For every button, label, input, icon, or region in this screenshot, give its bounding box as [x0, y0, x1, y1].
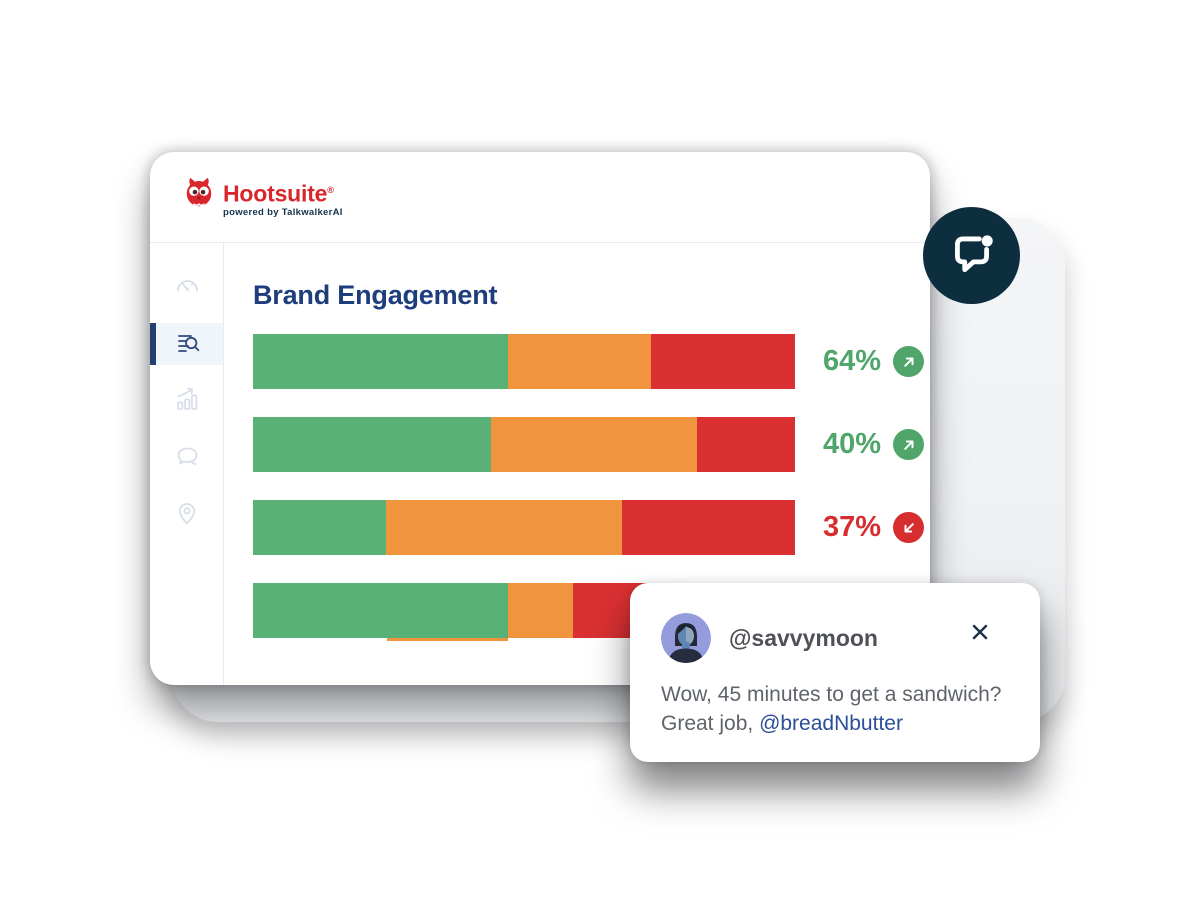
bar-row: 37% — [253, 500, 930, 555]
sidebar-item-analytics[interactable] — [150, 380, 223, 422]
bar-segment-green — [253, 417, 492, 472]
bar-segment-orange — [491, 417, 698, 472]
notification-card: @savvymoon Wow, 45 minutes to get a sand… — [630, 583, 1040, 762]
chart-growth-icon — [172, 384, 202, 419]
bar-meta: 40% — [823, 428, 925, 461]
bar-segment-green — [253, 500, 387, 555]
bar-track — [253, 417, 795, 472]
sidebar-item-locations[interactable] — [150, 494, 223, 536]
bar-segment-green — [253, 583, 508, 638]
message-line2: Great job, @breadNbutter — [661, 712, 903, 735]
trend-circle-up — [893, 429, 925, 460]
close-icon — [972, 624, 988, 640]
registered-mark: ® — [327, 185, 334, 196]
mention-link[interactable]: @breadNbutter — [759, 712, 903, 735]
bar-segment-red — [697, 417, 795, 472]
bar-value-label: 37% — [823, 511, 882, 543]
chat-fab-button[interactable] — [923, 207, 1020, 304]
bar-value-label: 40% — [823, 428, 882, 460]
close-button[interactable] — [971, 623, 989, 641]
bar-row: 64% — [253, 334, 930, 389]
bar-row: 40% — [253, 417, 930, 472]
sidebar-item-search-insights[interactable] — [150, 323, 223, 365]
bar-track — [253, 500, 795, 555]
bar-segment-red — [622, 500, 795, 555]
chart-title: Brand Engagement — [253, 280, 498, 310]
bar-meta: 64% — [823, 345, 925, 378]
trend-circle-up — [893, 346, 925, 377]
card-header: Hootsuite® powered by TalkwalkerAI — [150, 152, 930, 243]
bar-segment-orange — [507, 583, 573, 638]
trend-up-icon — [903, 440, 914, 450]
chat-notification-icon — [947, 228, 997, 283]
bar-segment-orange — [507, 334, 651, 389]
brand-name: Hootsuite® — [223, 180, 334, 207]
brand-tagline: powered by TalkwalkerAI — [223, 206, 343, 218]
chat-bubble-icon — [172, 441, 202, 476]
notification-header: @savvymoon — [630, 583, 1040, 663]
notification-username: @savvymoon — [729, 624, 878, 651]
message-line1: Wow, 45 minutes to get a sandwich? — [661, 683, 1002, 706]
bar-segment-green — [253, 334, 508, 389]
sidebar-item-conversations[interactable] — [150, 437, 223, 479]
sidebar-item-dashboard[interactable] — [150, 266, 223, 308]
notification-message: Wow, 45 minutes to get a sandwich? Great… — [630, 663, 1040, 738]
list-search-icon — [172, 327, 202, 362]
bar-substrip — [386, 638, 508, 641]
sidebar — [150, 244, 224, 685]
trend-down-icon — [904, 522, 914, 532]
owl-logo-icon — [183, 176, 215, 214]
bar-track — [253, 334, 795, 389]
gauge-icon — [172, 270, 202, 305]
trend-circle-down — [893, 512, 925, 543]
bar-segment-red — [650, 334, 795, 389]
bar-segment-orange — [386, 500, 623, 555]
bar-value-label: 64% — [823, 345, 882, 377]
bar-meta: 37% — [823, 511, 925, 544]
hootsuite-logo: Hootsuite® powered by TalkwalkerAI — [183, 176, 343, 218]
location-pin-icon — [172, 498, 202, 533]
trend-up-icon — [903, 357, 914, 367]
avatar — [661, 613, 711, 663]
